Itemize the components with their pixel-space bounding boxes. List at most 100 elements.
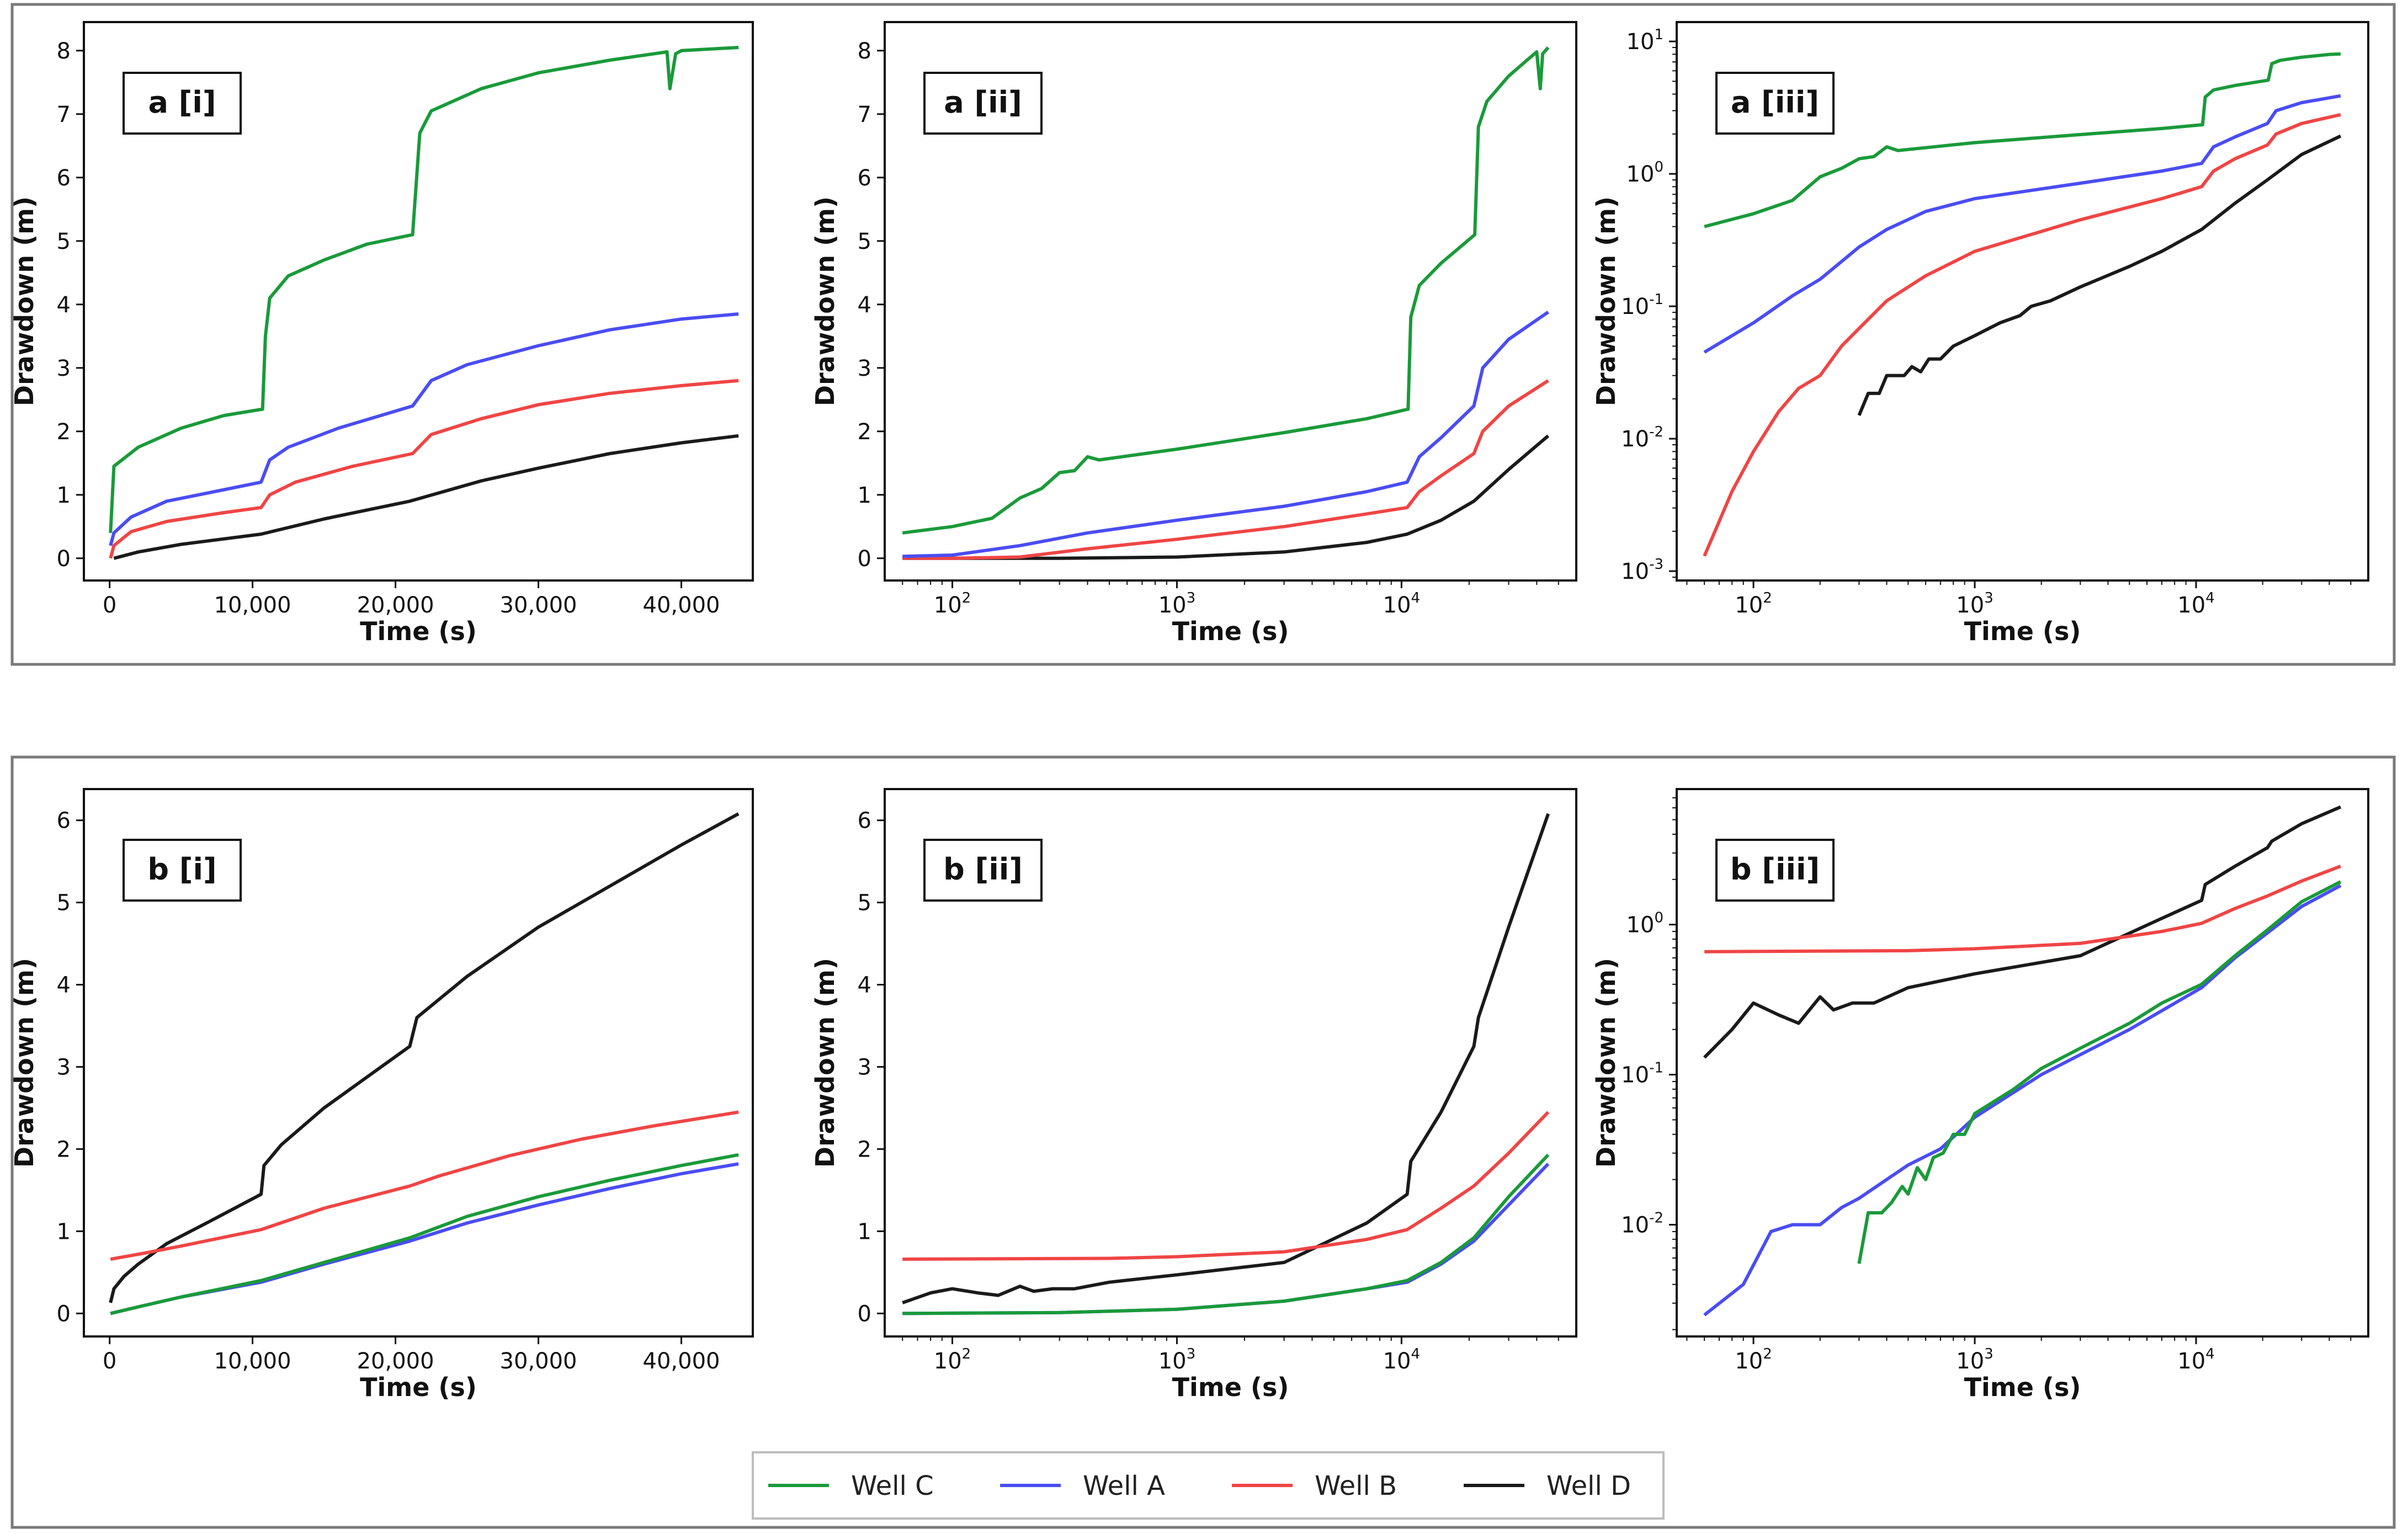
panel-label-box — [123, 72, 242, 135]
panel-label-box — [1715, 72, 1835, 135]
series-line-well-d — [1857, 134, 2342, 416]
y-axis-label: Drawdown (m) — [810, 958, 840, 1168]
y-tick-label: 10-1 — [1621, 291, 1663, 319]
y-tick-label: 1 — [57, 483, 71, 508]
panel-a-ii: 102 103 104 0 1 2 3 4 5 6 7 8 Time (s) Drawdown (m) a … — [810, 21, 1577, 646]
series-line-well-a — [1703, 884, 2342, 1317]
y-tick-label: 1 — [57, 1219, 71, 1244]
x-tick-label: 30,000 — [500, 593, 577, 618]
x-axis-label: Time (s) — [1964, 616, 2081, 646]
y-tick-label: 6 — [858, 808, 871, 834]
y-tick-label: 8 — [858, 39, 871, 64]
panel-label: a [i] — [148, 85, 216, 120]
panel-label: b [i] — [147, 852, 216, 887]
series-line-well-d — [1703, 805, 2342, 1059]
y-tick-label: 5 — [858, 891, 871, 916]
legend-item-well-a: Well A — [1000, 1471, 1165, 1501]
panel-b-ii: 102 103 104 0 1 2 3 4 5 6 Time (s) Drawdown (m) b [i… — [810, 788, 1577, 1402]
series-line-well-d — [902, 813, 1550, 1304]
panel-a-i: 0 10,000 20,000 30,000 40,000 0 1 2 3 4 5 6 7 8 Time (… — [9, 21, 754, 646]
y-tick-label: 100 — [1626, 910, 1663, 938]
x-tick-label: 103 — [1956, 1346, 1993, 1374]
series-line-well-d — [109, 812, 740, 1303]
series-line-well-a — [902, 311, 1549, 558]
panel-label: a [iii] — [1731, 85, 1819, 120]
y-axis-label: Drawdown (m) — [810, 196, 840, 406]
x-tick-label: 103 — [1158, 1346, 1195, 1374]
y-tick-label: 4 — [858, 972, 871, 998]
x-tick-label: 102 — [934, 1346, 971, 1374]
legend-label: Well B — [1315, 1471, 1397, 1501]
x-tick-label: 102 — [1735, 590, 1772, 618]
y-tick-label: 3 — [858, 356, 871, 381]
panel-label-box — [1715, 839, 1835, 902]
row-a-frame — [10, 3, 2396, 666]
x-tick-label: 30,000 — [500, 1349, 577, 1374]
y-tick-label: 4 — [57, 292, 71, 318]
panel-label-box — [123, 839, 242, 902]
series-line-well-b — [110, 1110, 739, 1261]
x-tick-label: 10,000 — [214, 1349, 291, 1374]
y-tick-label: 2 — [858, 419, 871, 445]
y-tick-label: 10-1 — [1621, 1060, 1663, 1088]
series-line-well-a — [109, 312, 739, 546]
series-group — [1703, 52, 2342, 557]
y-tick-label: 6 — [57, 166, 71, 191]
series-line-well-c — [109, 46, 739, 533]
series-line-well-c — [1704, 52, 2341, 228]
y-tick-label: 6 — [858, 166, 871, 191]
x-axis-label: Time (s) — [1172, 1372, 1289, 1402]
y-tick-label: 2 — [858, 1137, 871, 1162]
axes-frame — [1676, 21, 2369, 582]
x-tick-label: 103 — [1956, 590, 1993, 618]
series-line-well-b — [1703, 113, 2341, 557]
series-line-well-b — [902, 1111, 1550, 1261]
x-axis-label: Time (s) — [1172, 616, 1289, 646]
y-tick-label: 8 — [57, 39, 71, 64]
x-tick-label: 102 — [1735, 1346, 1772, 1374]
y-tick-label: 1 — [858, 1219, 871, 1244]
y-tick-label: 7 — [858, 102, 871, 127]
series-line-well-c — [902, 1153, 1550, 1315]
x-tick-label: 103 — [1158, 590, 1195, 618]
y-tick-label: 5 — [858, 229, 871, 254]
y-tick-label: 2 — [57, 419, 71, 445]
row-b-frame — [10, 755, 2396, 1529]
x-tick-label: 20,000 — [357, 593, 434, 618]
x-tick-label: 104 — [1383, 1346, 1420, 1374]
y-tick-label: 5 — [57, 229, 71, 254]
series-group — [1703, 805, 2342, 1317]
legend-label: Well D — [1546, 1471, 1631, 1501]
panel-label: b [ii] — [943, 852, 1023, 887]
x-axis-label: Time (s) — [360, 1372, 477, 1402]
x-tick-label: 0 — [103, 1349, 116, 1374]
y-tick-label: 10-2 — [1621, 424, 1663, 452]
y-axis-label: Drawdown (m) — [1591, 196, 1621, 406]
y-axis-label: Drawdown (m) — [1591, 958, 1621, 1168]
y-tick-label: 3 — [57, 1054, 71, 1080]
panel-label: a [ii] — [944, 85, 1022, 120]
y-tick-label: 3 — [858, 1054, 871, 1080]
x-tick-label: 10,000 — [214, 593, 291, 618]
series-group — [902, 46, 1550, 560]
legend-label: Well A — [1083, 1471, 1165, 1501]
y-tick-label: 4 — [858, 292, 871, 318]
panel-label: b [iii] — [1730, 852, 1820, 887]
series-line-well-b — [1704, 864, 2341, 954]
axes-frame — [83, 788, 754, 1338]
panel-b-i: 0 10,000 20,000 30,000 40,000 0 1 2 3 4 5 6 Time (s)… — [9, 788, 754, 1402]
y-tick-label: 10-2 — [1621, 1210, 1663, 1238]
y-tick-label: 3 — [57, 356, 71, 381]
y-tick-label: 0 — [858, 1301, 871, 1327]
y-tick-label: 101 — [1626, 26, 1663, 55]
panel-label-box — [923, 839, 1043, 902]
legend-label: Well C — [851, 1471, 934, 1501]
y-tick-label: 2 — [57, 1137, 71, 1162]
series-group — [109, 46, 739, 560]
x-tick-label: 104 — [2177, 1346, 2214, 1374]
panel-b-iii: 102 103 104 10-2 10-1 100 Time (s) Drawdown (m)… — [1591, 788, 2369, 1402]
x-tick-label: 104 — [1383, 590, 1420, 618]
y-axis-label: Drawdown (m) — [9, 196, 39, 406]
x-tick-label: 40,000 — [643, 1349, 720, 1374]
